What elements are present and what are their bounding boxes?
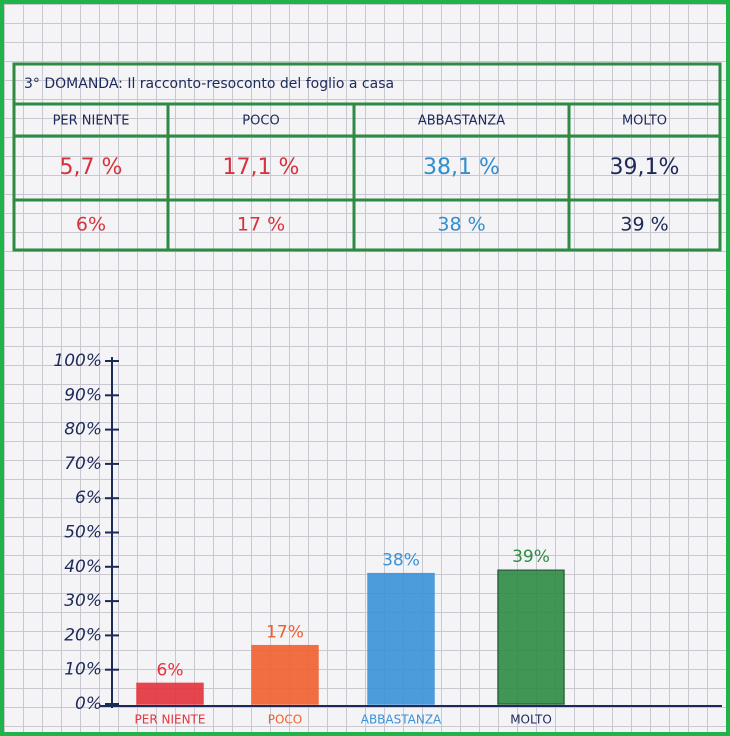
value-label: 6% — [157, 660, 184, 680]
value-label: 17% — [266, 623, 304, 643]
column-header: MOLTO — [622, 114, 667, 129]
y-tick-label: 6% — [75, 488, 102, 508]
table-cell: 17 % — [237, 214, 285, 236]
column-header: ABBASTANZA — [418, 114, 505, 129]
y-tick-label: 70% — [64, 454, 102, 474]
x-tick-label: MOLTO — [510, 713, 552, 727]
column-header: POCO — [242, 114, 279, 129]
column-header: PER NIENTE — [53, 114, 130, 129]
table-border — [12, 62, 722, 252]
table-cell: 6% — [76, 214, 106, 236]
table-cell: 5,7 % — [60, 155, 123, 180]
table-cell: 39 % — [620, 214, 668, 236]
table-cell: 39,1% — [610, 155, 680, 180]
table-cell: 17,1 % — [223, 155, 300, 180]
y-tick-label: 40% — [64, 557, 102, 577]
y-tick-label: 30% — [64, 591, 102, 611]
bar — [136, 682, 204, 705]
bar — [251, 644, 319, 705]
y-tick-label: 20% — [64, 625, 102, 645]
y-tick-label: 80% — [64, 420, 102, 440]
value-label: 39% — [512, 547, 550, 567]
value-label: 38% — [382, 551, 420, 571]
bar — [497, 569, 565, 705]
x-tick-label: POCO — [268, 713, 303, 727]
sheet: 3° DOMANDA: Il racconto-resoconto del fo… — [12, 62, 722, 727]
y-tick-label: 10% — [64, 660, 102, 680]
y-tick-label: 0% — [75, 694, 102, 714]
table-cell: 38,1 % — [423, 155, 500, 180]
page-title: 3° DOMANDA: Il racconto-resoconto del fo… — [24, 76, 394, 92]
bar — [367, 572, 435, 705]
y-tick-label: 50% — [64, 523, 102, 543]
y-tick-label: 90% — [64, 385, 102, 405]
x-tick-label: PER NIENTE — [135, 713, 206, 727]
y-tick-label: 100% — [53, 351, 102, 371]
x-tick-label: ABBASTANZA — [361, 713, 442, 727]
table-cell: 38 % — [437, 214, 485, 236]
